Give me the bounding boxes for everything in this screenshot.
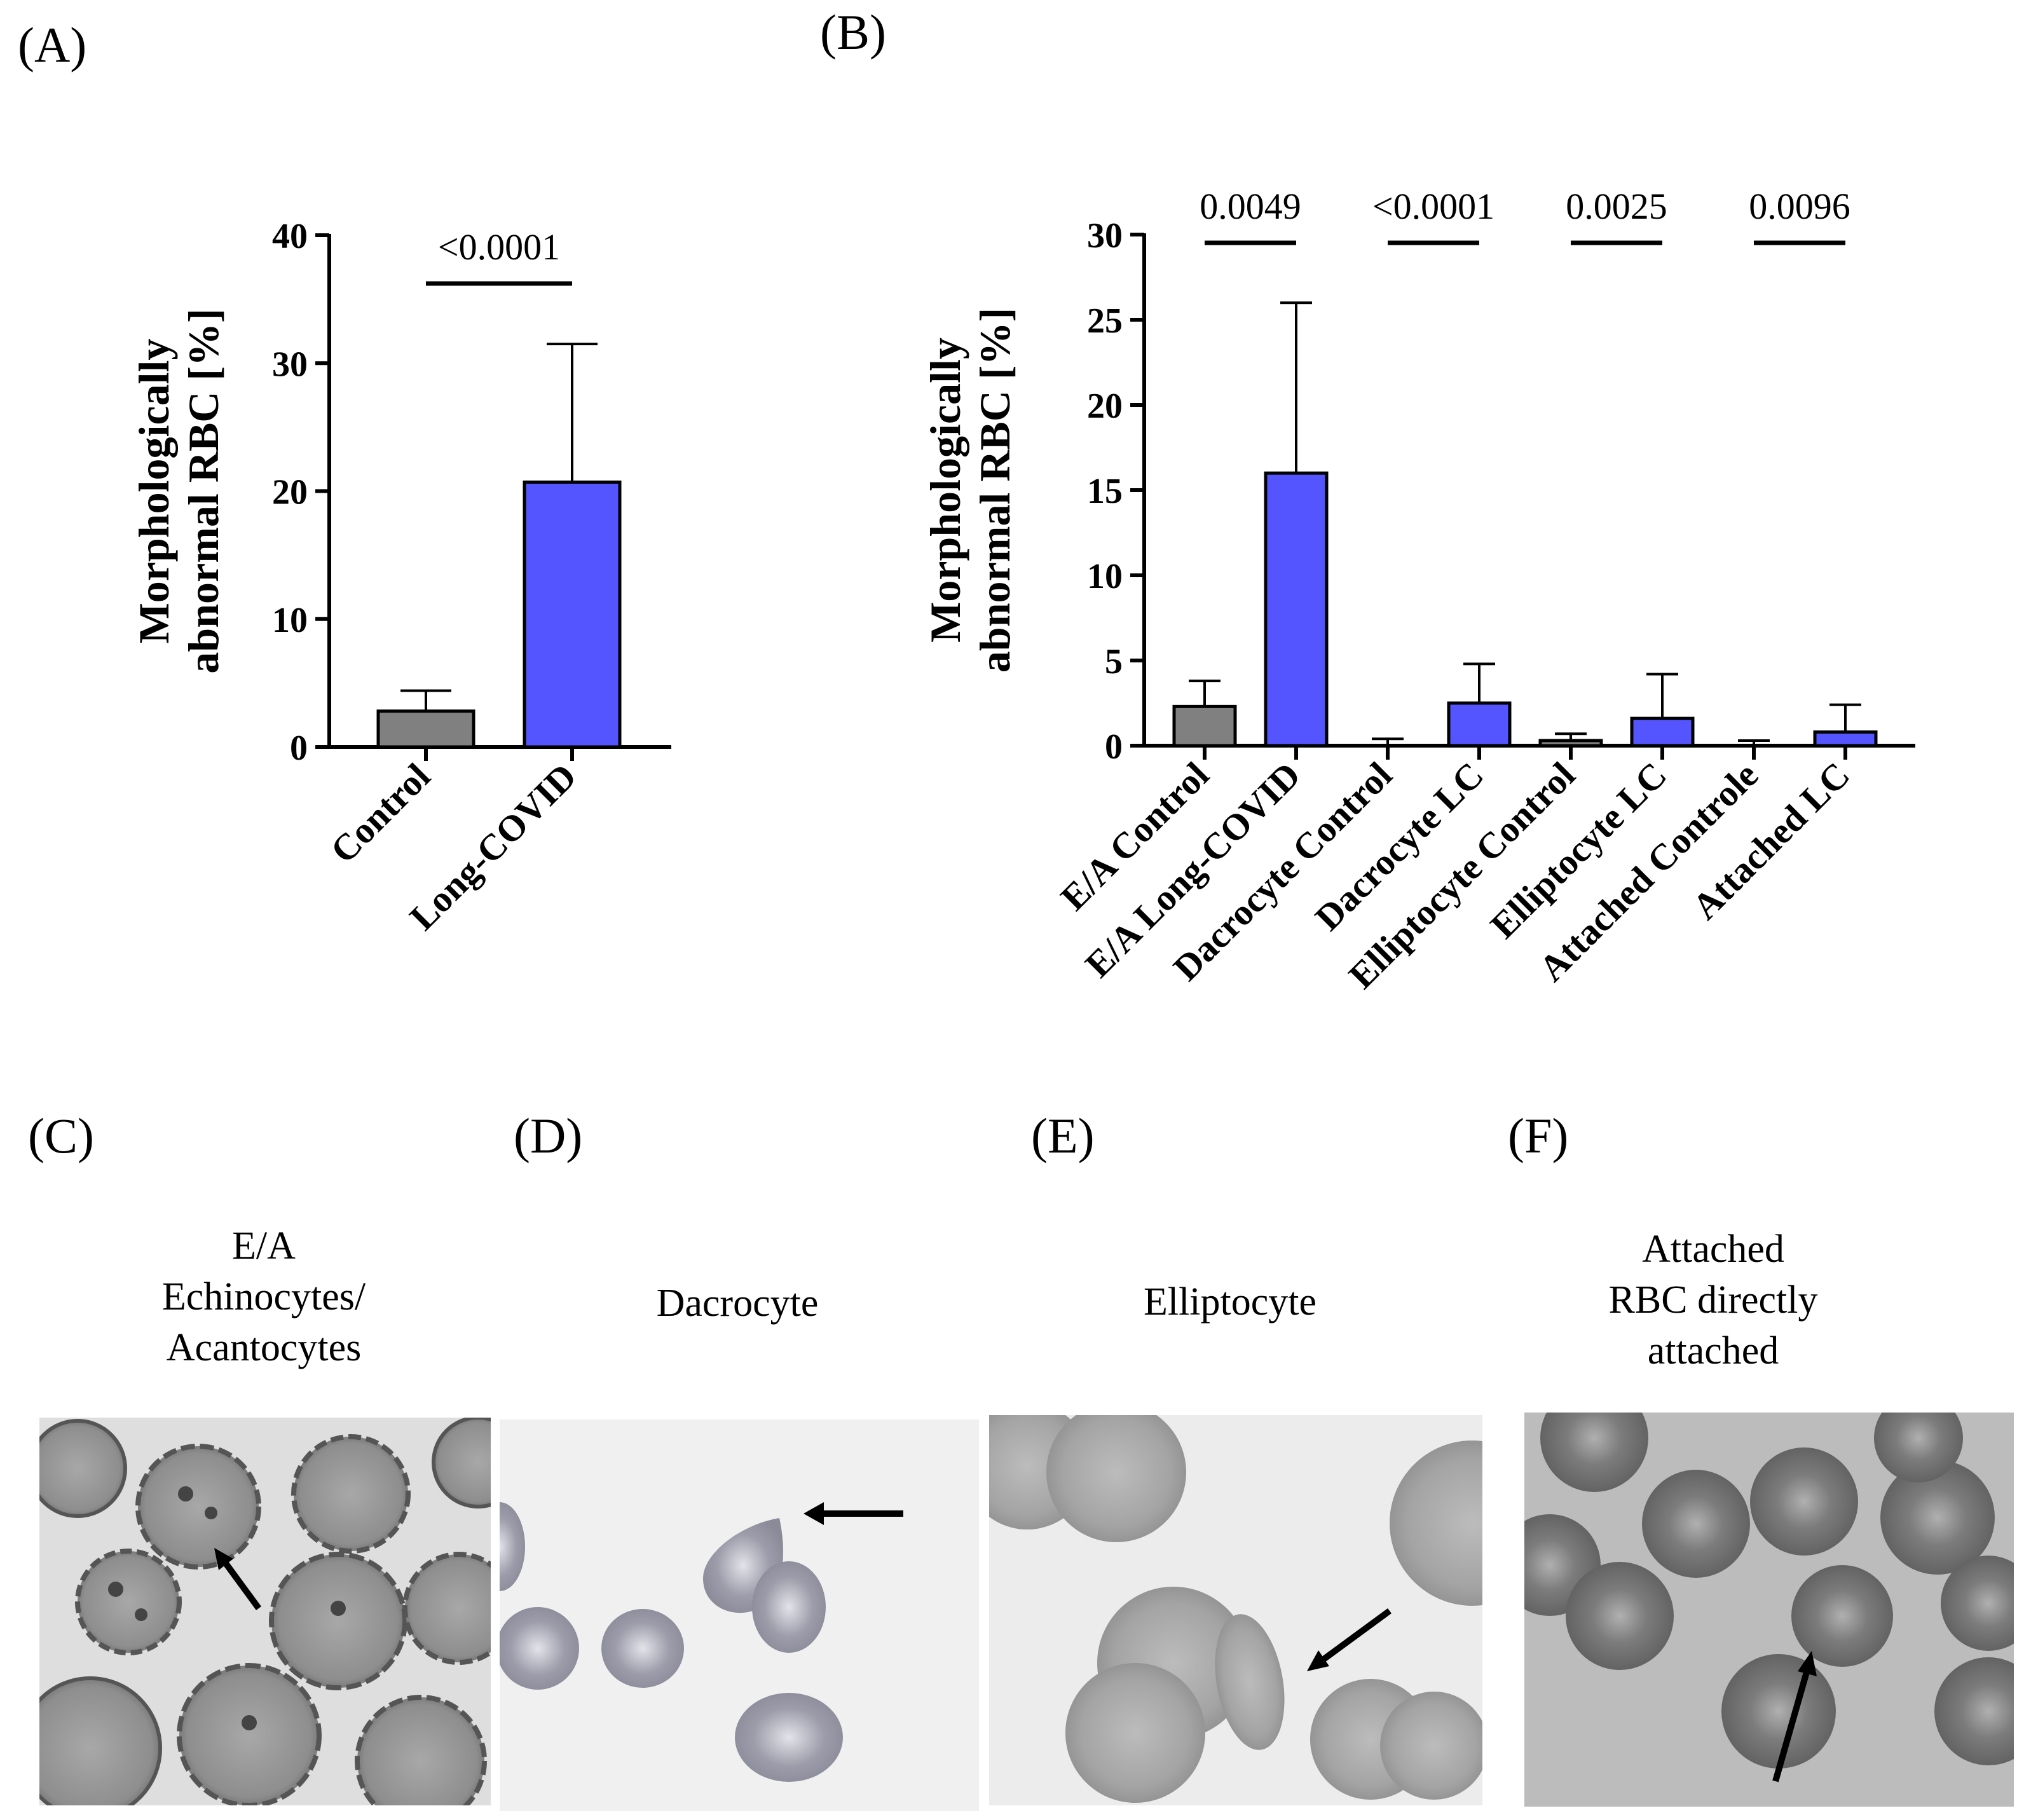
- arrow-icon: [1307, 1650, 1329, 1671]
- p-value-label: <0.0001: [1372, 186, 1494, 227]
- bar: [1630, 716, 1695, 748]
- micrograph-elliptocyte: [989, 1415, 1482, 1805]
- micrograph-image: [500, 1420, 979, 1811]
- y-axis-label: abnormal RBC [%]: [971, 308, 1019, 673]
- arrow-icon: [1321, 1608, 1392, 1663]
- bar: [523, 480, 622, 749]
- bar: [376, 709, 475, 749]
- arrow-icon: [804, 1502, 824, 1525]
- micrograph-echinocytes: [39, 1418, 491, 1805]
- micrograph-dacrocyte: [500, 1420, 979, 1811]
- panel-label-b: (B): [820, 4, 886, 60]
- y-axis-label: Morphologically: [130, 339, 178, 644]
- micrograph-caption-e: Elliptocyte: [988, 1276, 1472, 1327]
- panel-label-e: (E): [1031, 1108, 1095, 1163]
- chart-b: Morphologically abnormal RBC [%] 0 5 10 15 20 2…: [921, 186, 1915, 996]
- y-tick-label: 25: [1087, 301, 1123, 341]
- chart-a: Morphologically abnormal RBC [%] 0 10 20 30 40…: [130, 217, 671, 938]
- y-tick-label: 40: [272, 217, 308, 256]
- y-tick-label: 5: [1105, 642, 1123, 681]
- arrow-icon: [221, 1559, 262, 1610]
- panel-label-d: (D): [514, 1108, 583, 1163]
- micrograph-caption-c: E/A Echinocytes/ Acantocytes: [38, 1221, 489, 1373]
- arrow-icon: [1798, 1651, 1817, 1676]
- caption-line: Echinocytes/: [161, 1275, 366, 1318]
- panel-label-c: (C): [28, 1108, 94, 1163]
- caption-line: Acantocytes: [166, 1326, 362, 1369]
- micrograph-image: [1524, 1413, 2014, 1807]
- y-tick-label: 0: [1105, 727, 1123, 767]
- bar: [1264, 471, 1329, 748]
- arrow-icon: [1772, 1669, 1810, 1782]
- micrograph-caption-d: Dacrocyte: [496, 1278, 979, 1329]
- arrow-icon: [214, 1548, 233, 1570]
- y-tick-label: 10: [1087, 557, 1123, 596]
- y-tick-label: 20: [1087, 387, 1123, 426]
- p-value-label: 0.0025: [1566, 186, 1667, 227]
- caption-line: Dacrocyte: [656, 1282, 819, 1325]
- caption-line: Attached: [1642, 1228, 1784, 1271]
- x-tick-label: Control: [322, 755, 438, 871]
- micrograph-attached: [1524, 1413, 2014, 1807]
- micrograph-image: [39, 1418, 491, 1805]
- panel-label-f: (F): [1508, 1108, 1569, 1163]
- y-tick-label: 30: [1087, 216, 1123, 256]
- y-tick-label: 20: [272, 473, 308, 512]
- micrograph-caption-f: Attached RBC directly attached: [1519, 1224, 1907, 1376]
- caption-line: attached: [1647, 1329, 1779, 1372]
- y-tick-label: 0: [290, 729, 308, 768]
- caption-line: Elliptocyte: [1143, 1280, 1317, 1324]
- caption-line: E/A: [232, 1224, 296, 1268]
- bar: [1172, 704, 1237, 748]
- y-tick-label: 15: [1087, 472, 1123, 511]
- bar: [1813, 730, 1878, 748]
- y-tick-label: 30: [272, 345, 308, 384]
- micrograph-image: [989, 1415, 1482, 1805]
- y-axis-label: abnormal RBC [%]: [179, 308, 228, 673]
- p-value-label: 0.0096: [1749, 186, 1850, 227]
- p-value-label: <0.0001: [438, 226, 560, 268]
- p-value-label: 0.0049: [1200, 186, 1301, 227]
- bar: [1447, 701, 1512, 748]
- panel-label-a: (A): [18, 17, 87, 72]
- caption-line: RBC directly: [1608, 1278, 1818, 1322]
- y-tick-label: 10: [272, 601, 308, 640]
- y-axis-label: Morphologically: [921, 338, 969, 643]
- bar: [1538, 739, 1603, 748]
